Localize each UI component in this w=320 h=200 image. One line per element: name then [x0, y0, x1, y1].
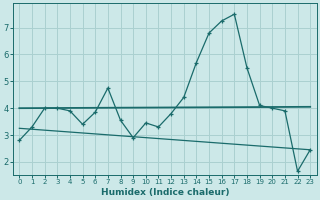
X-axis label: Humidex (Indice chaleur): Humidex (Indice chaleur) — [100, 188, 229, 197]
